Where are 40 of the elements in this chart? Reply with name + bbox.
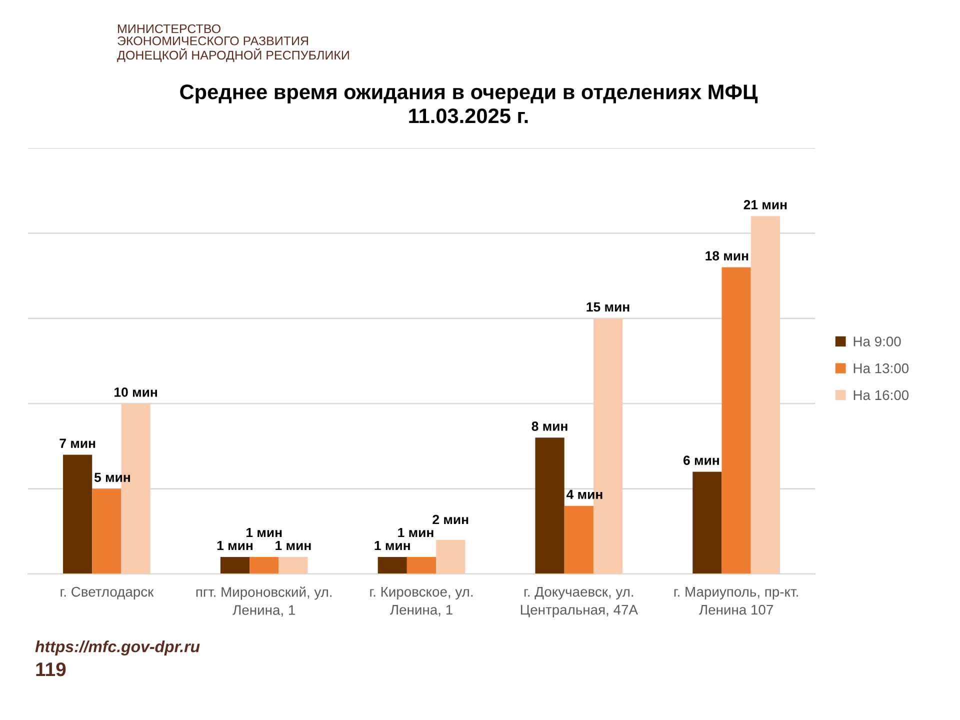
bar (378, 556, 407, 574)
text: https://mfc.gov-dpr.ru (35, 640, 200, 656)
bar (406, 556, 436, 574)
bar (92, 488, 122, 574)
bar (722, 267, 751, 574)
data-label: 8 мин (532, 422, 568, 431)
legend-label: На 9:00 (854, 336, 901, 346)
bar (436, 540, 466, 574)
bar (63, 454, 92, 574)
data-label: 1 мин (246, 528, 282, 538)
bar (564, 506, 594, 574)
chart-title: Среднее время ожидания в очереди в отделениях МФЦ 11.03.2025 г. (180, 84, 758, 124)
data-label: 5 мин (94, 472, 130, 482)
data-label: 6 мин (683, 456, 719, 465)
text: МИНИСТЕРСТВО ЭКОНОМИЧЕСКОГО РАЗВИТИЯ ДОНЕЦКОЙ НАРОДНОЙ РЕСПУБЛИКИ (117, 24, 349, 62)
x-tick-label: г. Мариуполь, пр-кт. Ленина 107 (674, 587, 798, 615)
bar (250, 556, 279, 574)
legend-label: На 16:00 (854, 390, 909, 400)
data-label: 10 мин (114, 387, 157, 397)
x-tick-label: г. Кировское, ул. Ленина, 1 (370, 587, 473, 616)
text: 119 (36, 662, 66, 676)
data-label: 1 мин (217, 540, 252, 550)
x-tick-label: г. Светлодарск (60, 586, 154, 600)
data-label: 7 мин (60, 438, 96, 448)
bar (535, 438, 564, 574)
data-label: 1 мин (374, 540, 410, 550)
data-label: 15 мин (586, 302, 630, 312)
data-label: 21 мин (744, 200, 787, 210)
data-label: 1 мин (276, 540, 311, 550)
bar (750, 216, 780, 574)
bar (692, 472, 722, 574)
x-tick-label: г. Докучаевск, ул. Центральная, 47А (520, 587, 638, 618)
bar (220, 556, 250, 574)
data-label: 2 мин (432, 514, 468, 524)
data-label: 18 мин (706, 251, 748, 261)
data-label: 4 мин (566, 490, 602, 499)
legend-label: На 13:00 (854, 363, 909, 374)
x-tick-label: пгт. Мироновский, ул. Ленина, 1 (196, 586, 332, 617)
data-label: 1 мин (398, 528, 434, 538)
bar (278, 556, 308, 574)
